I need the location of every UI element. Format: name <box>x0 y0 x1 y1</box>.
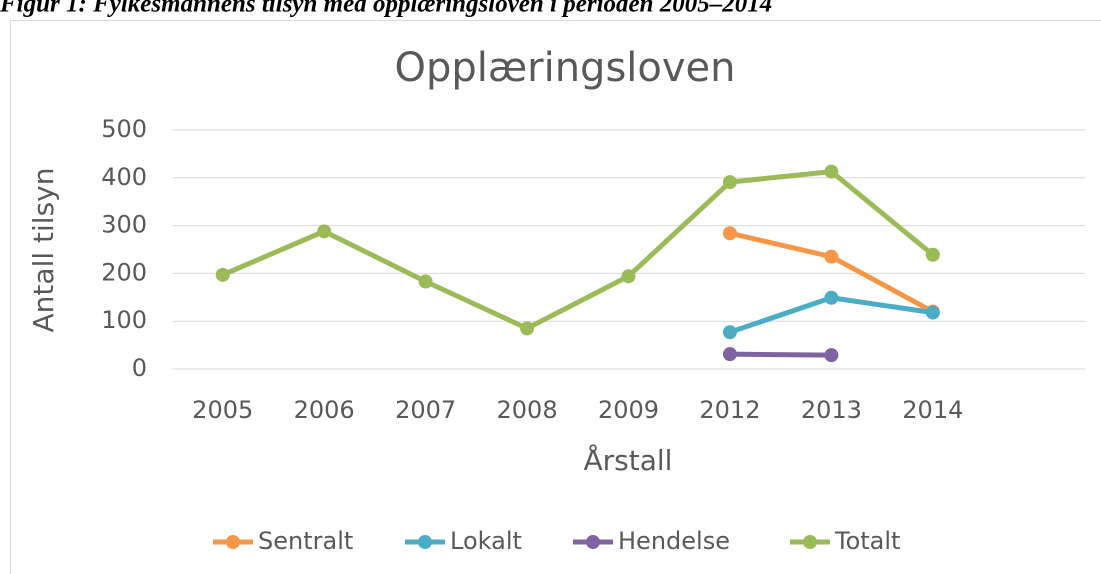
x-tick-label: 2014 <box>902 396 963 424</box>
x-tick-label: 2012 <box>699 396 760 424</box>
legend-marker <box>803 535 817 549</box>
legend-label: Sentralt <box>258 527 353 555</box>
chart-frame <box>10 20 1101 574</box>
figure-caption: Figur 1: Fylkesmannens tilsyn med opplær… <box>0 0 772 18</box>
point <box>722 347 737 362</box>
point <box>824 348 839 363</box>
point <box>824 249 839 264</box>
legend-marker <box>418 535 432 549</box>
x-tick-label: 2006 <box>294 396 355 424</box>
y-tick-label: 300 <box>101 211 147 239</box>
y-tick-label: 100 <box>101 306 147 334</box>
point <box>418 274 433 289</box>
point <box>520 321 535 336</box>
y-tick-label: 400 <box>101 163 147 191</box>
point <box>925 305 940 320</box>
point <box>722 175 737 190</box>
point <box>317 224 332 239</box>
point <box>824 290 839 305</box>
x-axis-label: Årstall <box>584 443 673 477</box>
x-tick-label: 2007 <box>395 396 456 424</box>
x-tick-label: 2009 <box>598 396 659 424</box>
legend-marker <box>586 535 600 549</box>
legend-marker <box>226 535 240 549</box>
y-tick-label: 0 <box>132 354 147 382</box>
x-tick-label: 2008 <box>497 396 558 424</box>
chart-title: Opplæringsloven <box>394 45 735 91</box>
point <box>722 226 737 241</box>
y-axis-label: Antall tilsyn <box>27 168 60 333</box>
legend-label: Lokalt <box>450 527 522 555</box>
series-line <box>727 351 834 358</box>
point <box>925 247 940 262</box>
legend-label: Hendelse <box>618 527 730 555</box>
x-tick-label: 2005 <box>192 396 253 424</box>
point <box>621 269 636 284</box>
point <box>215 267 230 282</box>
y-tick-label: 500 <box>101 115 147 143</box>
legend-label: Totalt <box>834 527 900 555</box>
x-tick-label: 2013 <box>801 396 862 424</box>
point <box>722 325 737 340</box>
point <box>824 164 839 179</box>
y-tick-label: 200 <box>101 258 147 286</box>
series-line <box>220 169 936 331</box>
